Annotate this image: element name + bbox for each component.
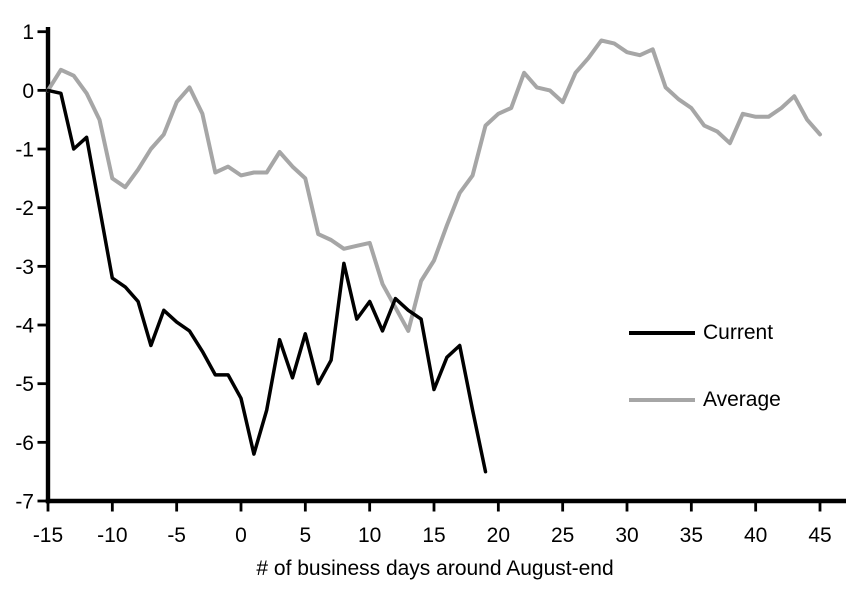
y-tick-label: -6 [15,432,34,455]
x-axis-title: # of business days around August-end [256,557,614,580]
legend-label-average: Average [703,388,781,411]
y-tick-label: -1 [15,139,34,162]
x-tick-label: 15 [422,524,445,547]
legend-line-swatch-average [629,398,695,402]
series-line-average [46,38,822,333]
x-tick-label: -5 [167,524,186,547]
y-tick-label: 1 [22,21,34,44]
legend-item-average: Average [629,388,781,412]
legend: Current Average [629,321,781,455]
x-tick-label: -10 [97,524,127,547]
y-tick-label: -5 [15,373,34,396]
x-tick-label: 35 [680,524,703,547]
x-tick-label: -15 [33,524,63,547]
y-tick-label: -2 [15,197,34,220]
y-tick-label: 0 [22,80,34,103]
x-tick-label: 10 [358,524,381,547]
y-tick-label: -7 [15,491,34,514]
x-tick-label: 0 [235,524,247,547]
series-line-current [46,88,488,474]
x-tick-label: 30 [615,524,638,547]
x-tick-label: 45 [808,524,831,547]
x-tick-label: 20 [487,524,510,547]
y-tick-label: -4 [15,315,34,338]
legend-line-swatch-current [629,331,695,335]
legend-label-current: Current [703,321,774,344]
y-tick-label: -3 [15,256,34,279]
legend-item-current: Current [629,321,781,345]
x-tick-label: 40 [744,524,767,547]
x-tick-label: 5 [299,524,311,547]
x-tick-label: 25 [551,524,574,547]
